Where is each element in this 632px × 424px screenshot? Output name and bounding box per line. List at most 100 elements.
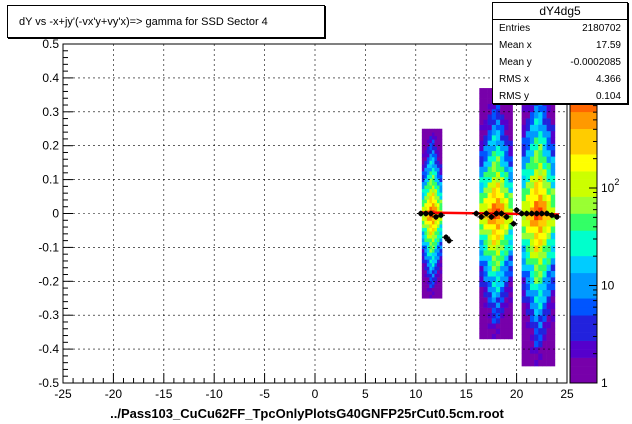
heatmap-cell bbox=[424, 248, 428, 253]
heatmap-cell bbox=[436, 157, 440, 161]
heatmap-cell bbox=[534, 283, 539, 291]
heatmap-cell bbox=[521, 232, 527, 240]
heatmap-cell bbox=[429, 252, 433, 257]
heatmap-cell bbox=[479, 281, 484, 287]
heatmap-cell bbox=[529, 232, 535, 240]
heatmap-cell bbox=[508, 260, 513, 267]
y-tick-label: 0.3 bbox=[42, 105, 59, 119]
profile-point bbox=[472, 210, 481, 217]
heatmap-cell bbox=[529, 315, 535, 322]
heatmap-cell bbox=[439, 174, 443, 179]
stats-value: 17.59 bbox=[595, 40, 621, 51]
heatmap-cell bbox=[436, 277, 440, 281]
heatmap-cell bbox=[487, 229, 493, 235]
heatmap-cell bbox=[525, 334, 531, 341]
heatmap-cell bbox=[431, 217, 435, 221]
heatmap-cell bbox=[429, 188, 433, 193]
heatmap-cell bbox=[426, 259, 430, 264]
heatmap-cell bbox=[529, 188, 535, 195]
heatmap-cell bbox=[487, 223, 493, 230]
heatmap-cell bbox=[550, 346, 556, 354]
heatmap-cell bbox=[495, 239, 501, 246]
heatmap-cell bbox=[479, 124, 484, 131]
heatmap-cell bbox=[538, 219, 543, 227]
heatmap-cell bbox=[431, 227, 435, 232]
heatmap-cell bbox=[538, 251, 543, 259]
heatmap-cell bbox=[508, 161, 513, 167]
y-tick-label: -0.2 bbox=[38, 274, 59, 288]
heatmap-cell bbox=[542, 200, 547, 208]
heatmap-cell bbox=[538, 105, 543, 113]
heatmap-cell bbox=[550, 340, 556, 348]
heatmap-cell bbox=[434, 255, 438, 260]
heatmap-cell bbox=[500, 171, 505, 178]
heatmap-cell bbox=[434, 291, 438, 296]
heatmap-cell bbox=[487, 103, 493, 110]
heatmap-cell bbox=[500, 218, 505, 225]
heatmap-cell bbox=[429, 178, 433, 183]
heatmap-cell bbox=[521, 175, 527, 183]
heatmap-cell bbox=[487, 255, 493, 261]
heatmap-cell bbox=[491, 140, 497, 146]
heatmap-cell bbox=[421, 153, 425, 158]
heatmap-cell bbox=[424, 231, 428, 235]
heatmap-cell bbox=[421, 220, 425, 225]
heatmap-cell bbox=[542, 194, 547, 202]
heatmap-cell bbox=[436, 146, 440, 151]
heatmap-cell bbox=[504, 176, 509, 183]
heatmap-cell bbox=[542, 340, 547, 348]
palette-swatch bbox=[570, 128, 597, 138]
heatmap-cell bbox=[525, 213, 531, 221]
heatmap-cell bbox=[426, 206, 430, 211]
heatmap-cell bbox=[487, 156, 493, 162]
heatmap-cell bbox=[538, 156, 543, 163]
heatmap-cell bbox=[434, 262, 438, 267]
heatmap-cell bbox=[434, 202, 438, 207]
heatmap-cell bbox=[487, 203, 493, 209]
heatmap-cell bbox=[436, 135, 440, 140]
heatmap-cell bbox=[521, 111, 527, 119]
x-tick-label: 5 bbox=[362, 387, 369, 401]
heatmap-cell bbox=[426, 273, 430, 278]
heatmap-cell bbox=[431, 135, 435, 140]
heatmap-cell bbox=[479, 270, 484, 277]
heatmap-cell bbox=[479, 119, 484, 125]
heatmap-cell bbox=[500, 197, 505, 204]
heatmap-cell bbox=[424, 259, 428, 264]
heatmap-cell bbox=[500, 223, 505, 230]
heatmap-cell bbox=[491, 114, 497, 120]
heatmap-cell bbox=[504, 333, 509, 340]
heatmap-cell bbox=[538, 302, 543, 310]
heatmap-cell bbox=[421, 146, 425, 151]
heatmap-cell bbox=[495, 171, 501, 178]
heatmap-cell bbox=[426, 139, 430, 144]
heatmap-cell bbox=[483, 281, 488, 287]
heatmap-cell bbox=[500, 145, 505, 152]
heatmap-cell bbox=[491, 250, 497, 256]
heatmap-cell bbox=[546, 188, 552, 195]
heatmap-cell bbox=[421, 132, 425, 137]
heatmap-cell bbox=[508, 328, 513, 335]
heatmap-cell bbox=[424, 270, 428, 274]
heatmap-cell bbox=[421, 255, 425, 260]
heatmap-cell bbox=[429, 171, 433, 175]
heatmap-cell bbox=[436, 287, 440, 292]
heatmap-cell bbox=[542, 105, 547, 113]
palette-swatch bbox=[570, 306, 597, 316]
heatmap-cell bbox=[436, 132, 440, 137]
heatmap-cell bbox=[431, 149, 435, 154]
heatmap-cell bbox=[546, 124, 552, 132]
heatmap-cell bbox=[521, 346, 527, 354]
heatmap-cell bbox=[495, 114, 501, 120]
heatmap-cell bbox=[431, 234, 435, 239]
heatmap-cell bbox=[421, 259, 425, 264]
heatmap-cell bbox=[431, 231, 435, 235]
heatmap-cell bbox=[479, 302, 484, 308]
heatmap-cell bbox=[491, 161, 497, 167]
heatmap-cell bbox=[508, 103, 513, 110]
heatmap-cell bbox=[429, 270, 433, 274]
heatmap-cell bbox=[436, 234, 440, 239]
heatmap-cell bbox=[508, 234, 513, 240]
y-tick-label: -0.5 bbox=[38, 376, 59, 390]
heatmap-cell bbox=[508, 323, 513, 329]
